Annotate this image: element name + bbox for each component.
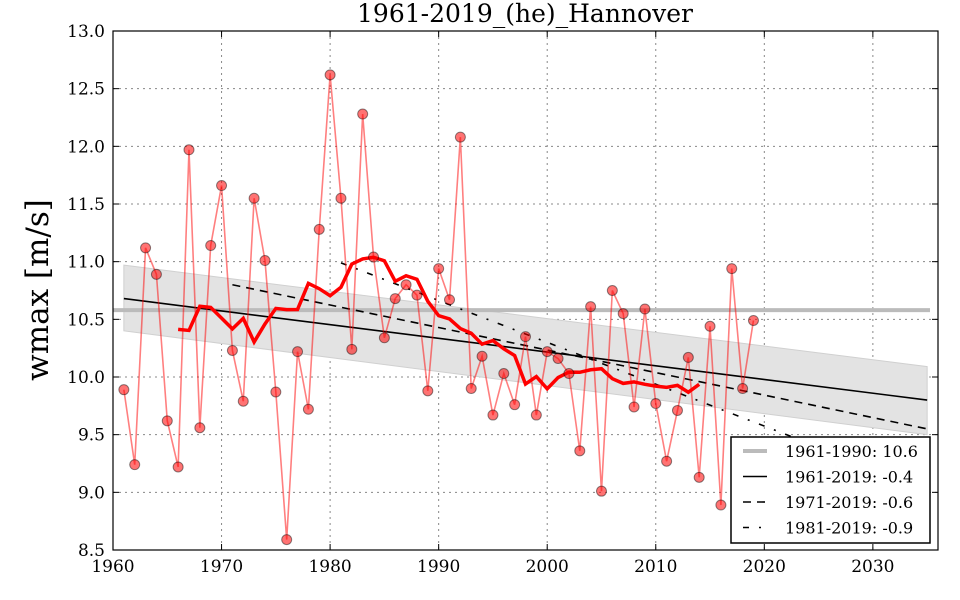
- legend: 1961-1990: 10.6 1961-2019: -0.4 1971-2019:…: [730, 436, 931, 544]
- data-point: [389, 293, 401, 305]
- data-point: [617, 308, 629, 320]
- data-point: [715, 499, 727, 511]
- data-point: [140, 242, 152, 254]
- data-point: [574, 445, 586, 457]
- data-point: [259, 255, 271, 267]
- data-point: [313, 223, 325, 235]
- data-point: [444, 294, 456, 306]
- data-point: [563, 368, 575, 380]
- data-point: [737, 383, 749, 395]
- x-tick-label: 2010: [634, 557, 677, 577]
- data-point: [335, 192, 347, 204]
- chart-title: 1961-2019_(he)_Hannover: [357, 0, 693, 28]
- legend-box: [730, 436, 931, 544]
- data-point: [422, 385, 434, 397]
- data-point: [302, 403, 314, 415]
- y-tick-label: 9.5: [78, 426, 105, 446]
- data-point: [704, 320, 716, 332]
- data-point: [639, 303, 651, 315]
- x-tick-label: 1970: [200, 557, 243, 577]
- y-axis-label: wmax [m/s]: [20, 199, 56, 381]
- data-point: [357, 108, 369, 120]
- data-point: [346, 343, 358, 355]
- data-point: [520, 331, 531, 343]
- data-point: [465, 383, 477, 395]
- x-tick-label: 1960: [91, 557, 134, 577]
- data-point: [378, 332, 390, 344]
- data-point: [161, 415, 173, 427]
- data-point: [530, 409, 542, 421]
- y-tick-label: 10.5: [67, 310, 105, 330]
- data-point: [400, 279, 412, 291]
- data-point: [682, 351, 694, 363]
- data-point: [281, 534, 293, 546]
- y-tick-label: 12.5: [67, 80, 105, 100]
- x-tick-label: 1990: [417, 557, 460, 577]
- data-point: [216, 180, 228, 192]
- data-point: [693, 471, 705, 483]
- legend-label: 1961-2019: -0.4: [785, 468, 913, 487]
- data-point: [650, 398, 662, 410]
- x-tick-label: 1980: [308, 557, 351, 577]
- data-point: [541, 346, 553, 358]
- y-tick-label: 11.0: [67, 253, 105, 273]
- data-point: [226, 344, 238, 356]
- data-point: [237, 395, 249, 407]
- data-point: [118, 384, 130, 396]
- data-point: [172, 461, 184, 473]
- data-point: [661, 455, 673, 467]
- data-point: [411, 289, 423, 301]
- data-point: [552, 353, 564, 365]
- y-tick-label: 9.0: [78, 483, 105, 503]
- data-point: [476, 350, 488, 362]
- y-tick-label: 13.0: [67, 22, 105, 42]
- data-point: [606, 285, 618, 296]
- legend-label: 1971-2019: -0.6: [785, 493, 913, 512]
- y-tick-label: 11.5: [67, 195, 105, 215]
- data-point: [368, 251, 380, 263]
- data-point: [433, 263, 445, 275]
- legend-label: 1961-1990: 10.6: [785, 442, 918, 461]
- data-point: [595, 485, 607, 497]
- data-point: [671, 404, 683, 416]
- data-point: [194, 422, 206, 434]
- data-point: [454, 131, 466, 143]
- legend-label: 1981-2019: -0.9: [785, 519, 913, 538]
- data-point: [183, 144, 195, 156]
- data-point: [585, 301, 597, 313]
- data-point: [324, 69, 336, 81]
- x-tick-label: 2020: [743, 557, 786, 577]
- data-point: [205, 240, 217, 252]
- x-tick-label: 2030: [851, 557, 894, 577]
- x-tick-label: 2000: [526, 557, 569, 577]
- data-point: [129, 459, 141, 471]
- y-tick-label: 10.0: [67, 368, 105, 388]
- data-point: [628, 401, 640, 413]
- data-point: [498, 368, 510, 380]
- plot-frame: [112, 30, 939, 551]
- data-point: [292, 346, 304, 358]
- trend-line-solid: [123, 297, 928, 401]
- data-point: [487, 409, 499, 421]
- running-mean-line: [177, 255, 701, 395]
- data-point: [747, 314, 759, 326]
- data-point: [270, 386, 282, 398]
- y-tick-label: 8.5: [78, 541, 105, 561]
- data-point: [248, 192, 260, 204]
- data-point: [150, 268, 162, 280]
- data-point: [509, 399, 521, 411]
- y-tick-label: 12.0: [67, 137, 105, 157]
- data-point: [726, 263, 738, 275]
